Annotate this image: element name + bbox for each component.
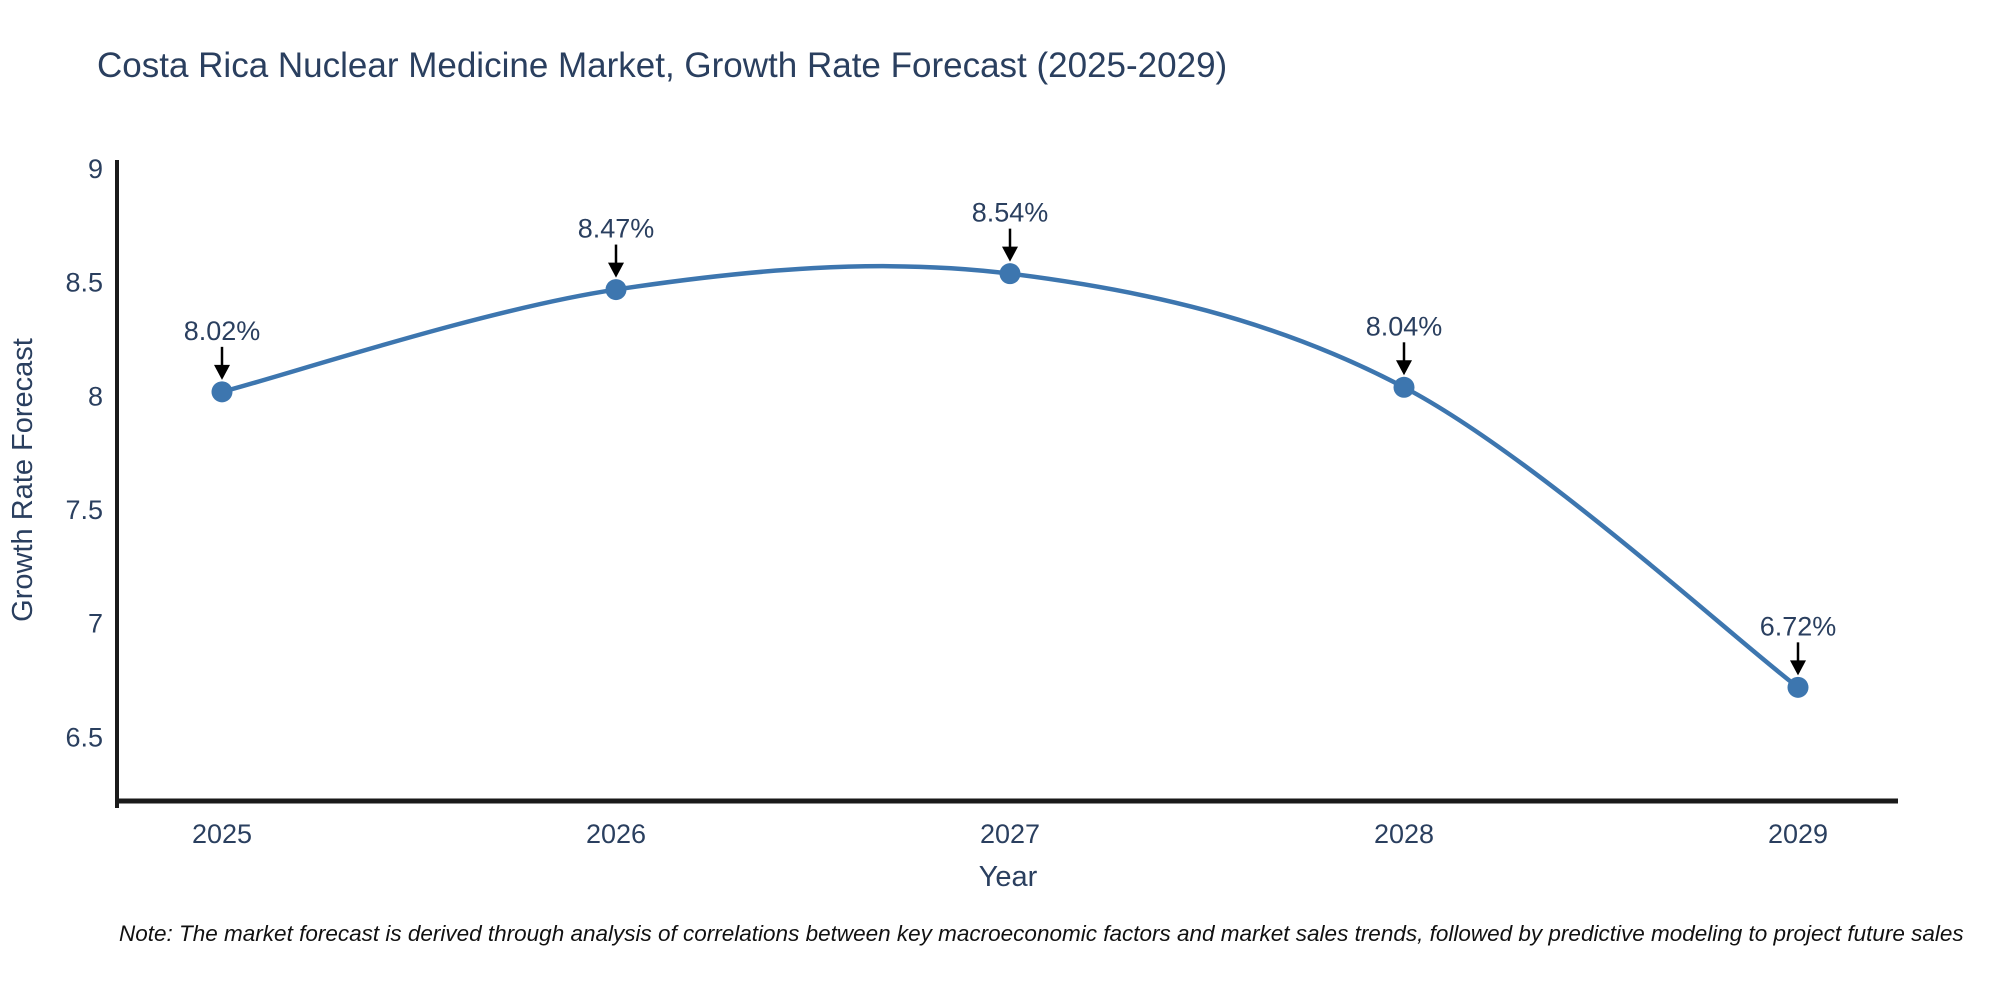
y-tick-label: 9 [88,154,103,184]
chart-title: Costa Rica Nuclear Medicine Market, Grow… [97,46,1228,85]
data-point-2029 [1787,676,1809,698]
data-point-2027 [999,263,1021,285]
forecast-line [219,263,1801,690]
y-axis-title: Growth Rate Forecast [7,338,39,622]
annotation-arrowhead [1790,660,1806,676]
annotation-arrowhead [1396,360,1412,376]
data-label-2025: 8.02% [184,316,261,346]
x-tick-label: 2026 [586,819,646,849]
data-point-2026 [605,279,627,301]
annotation-arrowhead [1002,246,1018,262]
annotation-arrowhead [608,262,624,278]
data-label-2028: 8.04% [1366,311,1443,341]
x-tick-label: 2027 [980,819,1040,849]
x-tick-label: 2028 [1374,819,1434,849]
x-tick-label: 2025 [192,819,252,849]
chart-generated-layer: 6.5 7 7.5 8 8.5 9 2025 2026 2027 2028 2029 8.02% 8.4… [65,154,1898,849]
annotation-arrowhead [214,364,230,380]
y-tick-label: 8 [88,381,103,411]
data-label-2029: 6.72% [1760,611,1837,641]
data-point-2025 [211,381,233,403]
footnote: Note: The market forecast is derived thr… [119,921,1964,946]
data-point-2028 [1393,376,1415,398]
y-tick-label: 8.5 [65,268,103,298]
y-tick-label: 7.5 [65,495,103,525]
y-tick-label: 7 [88,609,103,639]
x-axis-title: Year [979,861,1038,893]
x-tick-label: 2029 [1768,819,1828,849]
y-tick-label: 6.5 [65,722,103,752]
data-label-2027: 8.54% [972,198,1049,228]
data-label-2026: 8.47% [578,214,655,244]
